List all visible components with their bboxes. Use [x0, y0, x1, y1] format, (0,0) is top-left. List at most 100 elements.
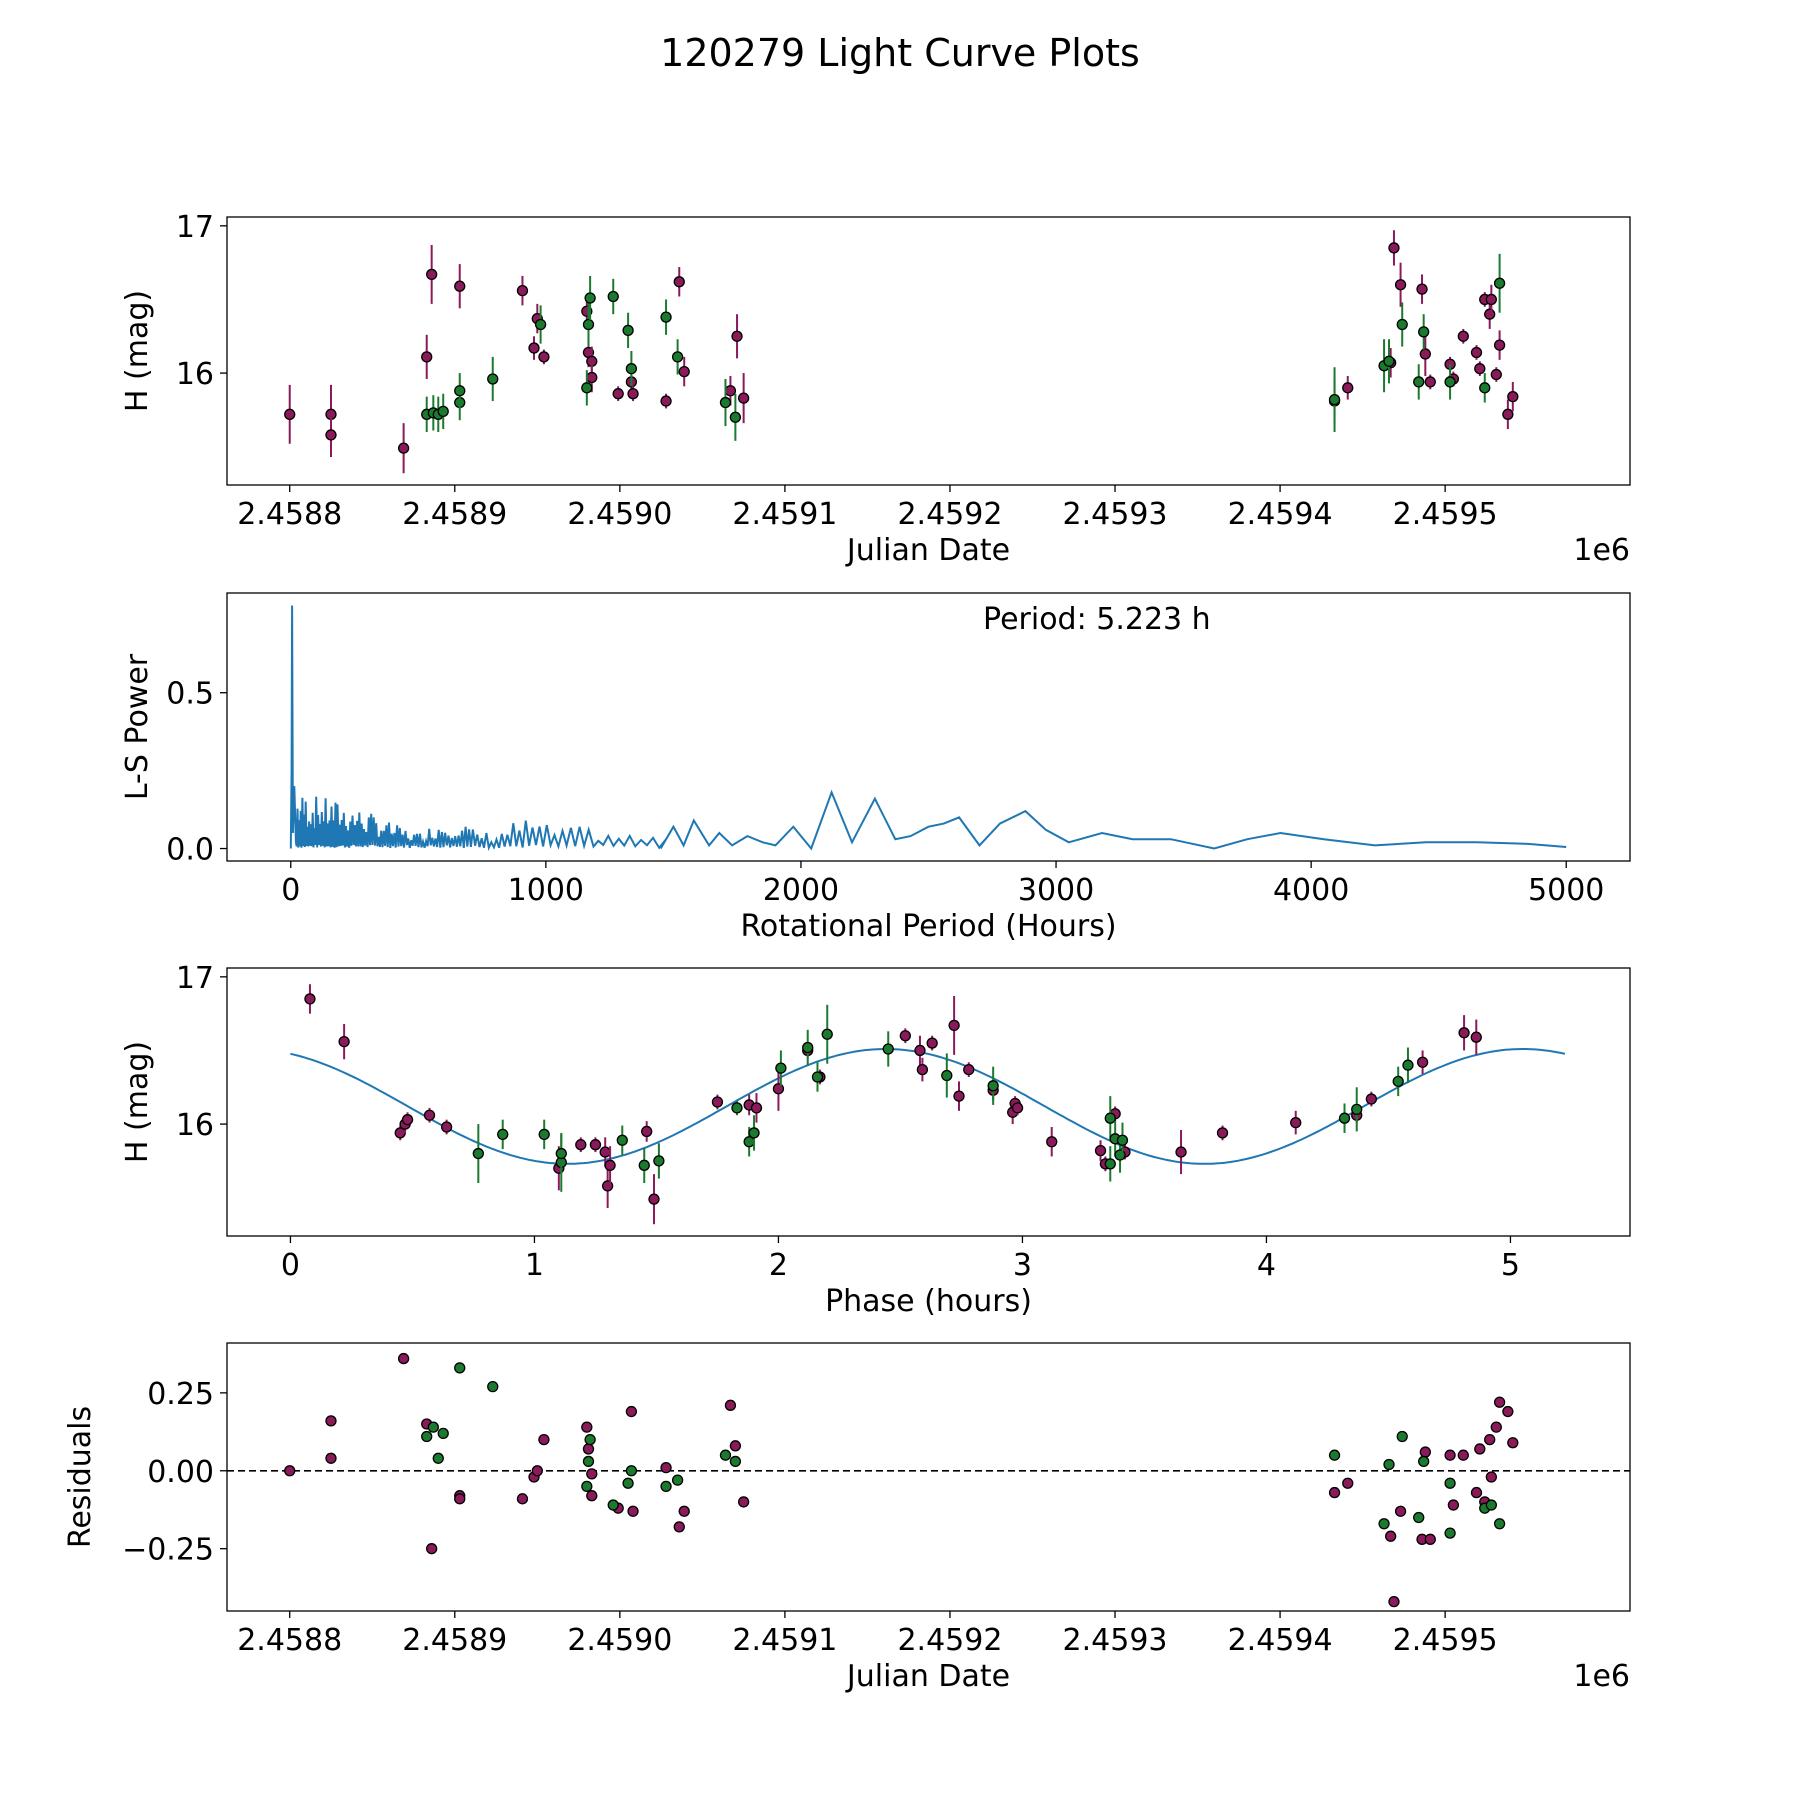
- data-point: [1104, 1158, 1116, 1170]
- x-offset-label: 1e6: [1573, 533, 1630, 568]
- x-tick-label: 2.4589: [402, 497, 507, 532]
- x-offset-label: 1e6: [1573, 1659, 1630, 1694]
- data-point: [427, 1421, 439, 1433]
- data-point: [497, 1128, 509, 1141]
- data-point: [516, 284, 529, 297]
- data-point: [678, 365, 690, 378]
- x-tick-label: 3: [1013, 1248, 1032, 1283]
- data-point: [1444, 376, 1456, 388]
- data-point: [582, 1455, 595, 1468]
- data-point: [1328, 393, 1341, 406]
- data-point: [1394, 1505, 1407, 1517]
- data-point: [304, 993, 316, 1005]
- axes-frame: [226, 216, 1631, 486]
- data-point: [963, 1063, 975, 1076]
- data-point: [1485, 1471, 1498, 1483]
- data-point: [882, 1043, 894, 1055]
- data-point: [648, 1193, 660, 1205]
- data-point: [1470, 1031, 1482, 1043]
- x-tick-label: 2.4594: [1228, 497, 1333, 532]
- data-point: [454, 280, 466, 292]
- data-point: [1470, 346, 1483, 359]
- data-point: [941, 1069, 953, 1082]
- y-axis-label: Residuals: [63, 1406, 98, 1548]
- data-point: [325, 1452, 337, 1464]
- data-point: [914, 1044, 926, 1057]
- data-point: [625, 1405, 638, 1418]
- data-point: [1394, 279, 1407, 291]
- data-point: [750, 1102, 763, 1114]
- data-point: [1216, 1127, 1229, 1139]
- data-point: [1114, 1149, 1126, 1161]
- data-point: [1351, 1103, 1363, 1116]
- data-point: [599, 1146, 611, 1158]
- data-point: [1444, 1449, 1456, 1461]
- data-point: [454, 1493, 466, 1505]
- data-point: [1419, 348, 1431, 360]
- x-tick-label: 0: [281, 1248, 300, 1283]
- data-point: [1502, 1405, 1514, 1418]
- x-tick-label: 2.4592: [897, 1623, 1002, 1658]
- data-point: [772, 1083, 785, 1095]
- data-point: [612, 388, 624, 400]
- subplot-ls: 0 1000 2000 3000 4000 5000 0.0 0.5 Rotational Pe…: [120, 592, 1631, 944]
- data-point: [1419, 1446, 1431, 1458]
- data-point: [821, 1028, 833, 1040]
- data-point: [1388, 242, 1400, 254]
- data-point: [1011, 1102, 1024, 1114]
- data-point: [802, 1041, 814, 1054]
- data-point: [472, 1147, 484, 1160]
- data-point: [437, 405, 449, 418]
- x-axis-label: Phase (hours): [825, 1284, 1032, 1319]
- data-point: [1328, 1486, 1341, 1499]
- y-tick-label: 16: [176, 357, 214, 392]
- data-point: [397, 442, 410, 454]
- data-point: [660, 395, 672, 407]
- y-axis-label: H (mag): [120, 1041, 155, 1163]
- x-tick-label: 2.4594: [1228, 1623, 1333, 1658]
- plot-area: [289, 605, 1567, 852]
- subplot-phase: 0 1 2 3 4 5 16 17 Phase (hours) H (mag): [120, 961, 1631, 1319]
- data-point: [1342, 382, 1354, 394]
- data-point: [1444, 1527, 1456, 1539]
- data-point: [1447, 1499, 1460, 1511]
- data-point: [625, 1465, 638, 1477]
- period-annotation: Period: 5.223 h: [983, 602, 1211, 637]
- data-point: [555, 1147, 567, 1160]
- data-point: [641, 1125, 653, 1138]
- subplots: 2.4588 2.4589 2.4590 2.4591 2.4592 2.4593 2.45…: [63, 210, 1631, 1694]
- data-point: [1365, 1093, 1378, 1105]
- y-tick-label: 0.00: [147, 1455, 214, 1490]
- x-tick-label: 2.4589: [402, 1623, 507, 1658]
- data-point: [1385, 1530, 1397, 1542]
- data-point: [1444, 1477, 1456, 1489]
- data-point: [584, 1433, 596, 1446]
- y-tick-label: −0.25: [122, 1533, 214, 1568]
- figure-title: 120279 Light Curve Plots: [660, 31, 1140, 75]
- data-point: [1416, 283, 1428, 295]
- data-point: [338, 1035, 350, 1048]
- x-axis-label: Rotational Period (Hours): [740, 909, 1116, 944]
- data-point: [534, 318, 547, 331]
- x-tick-label: 3000: [1018, 873, 1094, 908]
- data-point: [1490, 1421, 1502, 1433]
- y-tick-label: 0.5: [166, 677, 214, 712]
- data-point: [1493, 1396, 1506, 1408]
- data-point: [673, 1521, 685, 1533]
- data-point: [926, 1037, 938, 1049]
- axes-frame: [226, 967, 1631, 1237]
- data-point: [948, 1019, 960, 1032]
- data-point: [1458, 1027, 1470, 1039]
- data-point: [1418, 1455, 1430, 1468]
- data-point: [1338, 1112, 1351, 1124]
- data-point: [1502, 408, 1514, 420]
- x-tick-label: 4000: [1273, 873, 1349, 908]
- data-point: [1046, 1136, 1058, 1148]
- data-point: [284, 408, 296, 420]
- x-axis-label: Julian Date: [845, 1659, 1010, 1694]
- plot-area: [290, 984, 1566, 1225]
- periodogram-line: [289, 605, 1567, 852]
- y-tick-label: 17: [176, 210, 214, 245]
- data-point: [737, 1496, 750, 1508]
